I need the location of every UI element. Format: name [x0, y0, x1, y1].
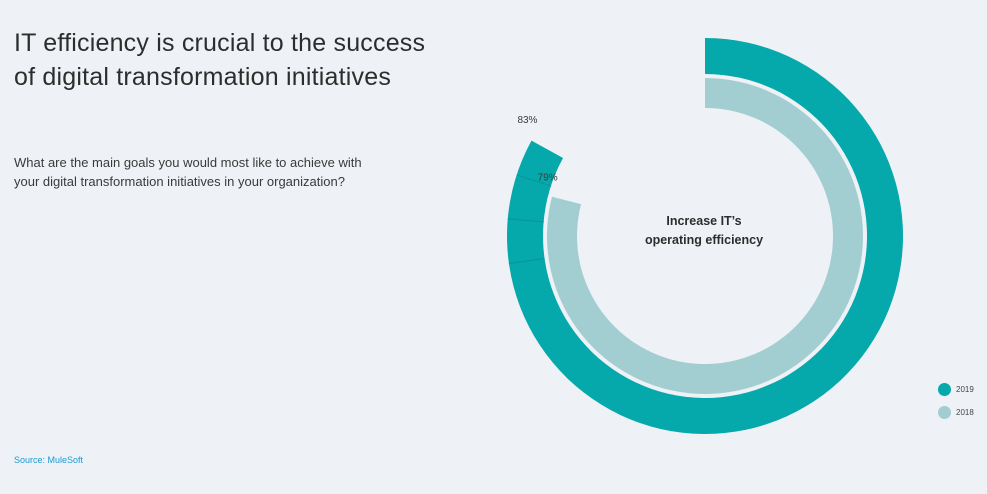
legend-label-2019: 2019 [956, 385, 974, 394]
title-line-1: IT efficiency is crucial to the success [14, 29, 426, 57]
segment-separator-2 [507, 218, 544, 223]
legend-swatch-2019 [938, 383, 951, 396]
value-label-2019: 83% [517, 115, 537, 126]
question-line-1: What are the main goals you would most l… [14, 155, 362, 170]
segment-separator-1 [508, 258, 545, 265]
legend-swatch-2018 [938, 406, 951, 419]
chart-legend: 2019 2018 [938, 378, 974, 424]
source-credit: Source: MuleSoft [14, 455, 84, 465]
title-line-2: of digital transformation initiatives [14, 63, 392, 91]
center-label-line-1: Increase IT’s [666, 214, 742, 228]
question-line-2: your digital transformation initiatives … [14, 174, 345, 189]
legend-label-2018: 2018 [956, 408, 974, 417]
survey-question: What are the main goals you would most l… [14, 153, 434, 191]
page-title: IT efficiency is crucial to the success … [14, 26, 454, 94]
center-label: Increase IT’s operating efficiency [614, 212, 794, 250]
legend-item-2018: 2018 [938, 401, 974, 424]
segment-separator-3 [516, 174, 552, 187]
center-label-line-2: operating efficiency [644, 233, 764, 247]
value-label-2018: 79% [538, 173, 558, 184]
legend-item-2019: 2019 [938, 378, 974, 401]
